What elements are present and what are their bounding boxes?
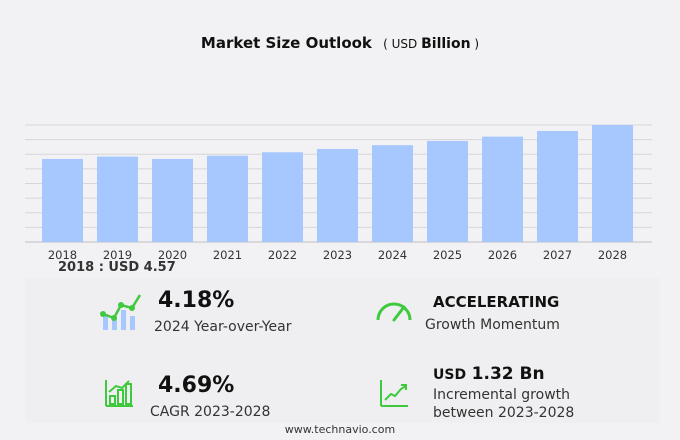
- cagr-value: 4.69%: [158, 373, 235, 398]
- bar-2028: [592, 125, 633, 242]
- bar-growth-icon: [105, 380, 133, 407]
- x-tick-label: 2025: [433, 248, 462, 262]
- x-tick-label: 2022: [268, 248, 297, 262]
- yoy-value: 4.18%: [158, 288, 235, 313]
- x-tick-label: 2028: [598, 248, 627, 262]
- chart-title: Market Size Outlook ( USD Billion ): [0, 34, 680, 52]
- bar-2026: [482, 136, 523, 242]
- x-tick-label: 2018: [48, 248, 77, 262]
- incremental-label-2: between 2023-2028: [433, 405, 575, 421]
- unit-prefix: USD: [391, 37, 418, 51]
- x-tick-label: 2024: [378, 248, 407, 262]
- incremental-prefix: USD: [433, 367, 467, 383]
- title-text: Market Size Outlook: [200, 34, 372, 52]
- speedometer-icon: [376, 302, 412, 322]
- unit-label: ( USD Billion ): [383, 36, 480, 52]
- bar-2025: [427, 140, 468, 242]
- base-year-label: 2018 : USD 4.57: [58, 260, 176, 275]
- momentum-value: ACCELERATING: [433, 293, 560, 311]
- yoy-label: 2024 Year-over-Year: [154, 319, 292, 335]
- x-tick-label: 2026: [488, 248, 517, 262]
- bar-2024: [372, 145, 413, 242]
- bar-2018: [42, 158, 83, 242]
- bar-2020: [152, 158, 193, 242]
- footer-url: www.technavio.com: [284, 423, 396, 436]
- x-tick-label: 2021: [213, 248, 242, 262]
- bar-2027: [537, 130, 578, 242]
- growth-chart-icon: [100, 294, 142, 330]
- bar-chart: 2018 2019 2020 2021 2022 2023 2024 2025 2026 2027…: [25, 124, 652, 262]
- bar-2023: [317, 148, 358, 242]
- x-tick-label: 2023: [323, 248, 352, 262]
- x-tick-label: 2019: [103, 248, 132, 262]
- bar-2021: [207, 155, 248, 242]
- unit-text: Billion: [421, 36, 471, 52]
- bar-2019: [97, 156, 138, 242]
- cagr-label: CAGR 2023-2028: [150, 404, 271, 420]
- incremental-amount: 1.32 Bn: [471, 364, 545, 384]
- bar-2022: [262, 152, 303, 242]
- incremental-label-1: Incremental growth: [433, 387, 571, 403]
- incremental-value: USD 1.32 Bn: [433, 364, 545, 384]
- momentum-label: Growth Momentum: [425, 317, 560, 333]
- x-tick-label: 2020: [158, 248, 187, 262]
- x-tick-label: 2027: [543, 248, 572, 262]
- trend-line-icon: [380, 380, 408, 407]
